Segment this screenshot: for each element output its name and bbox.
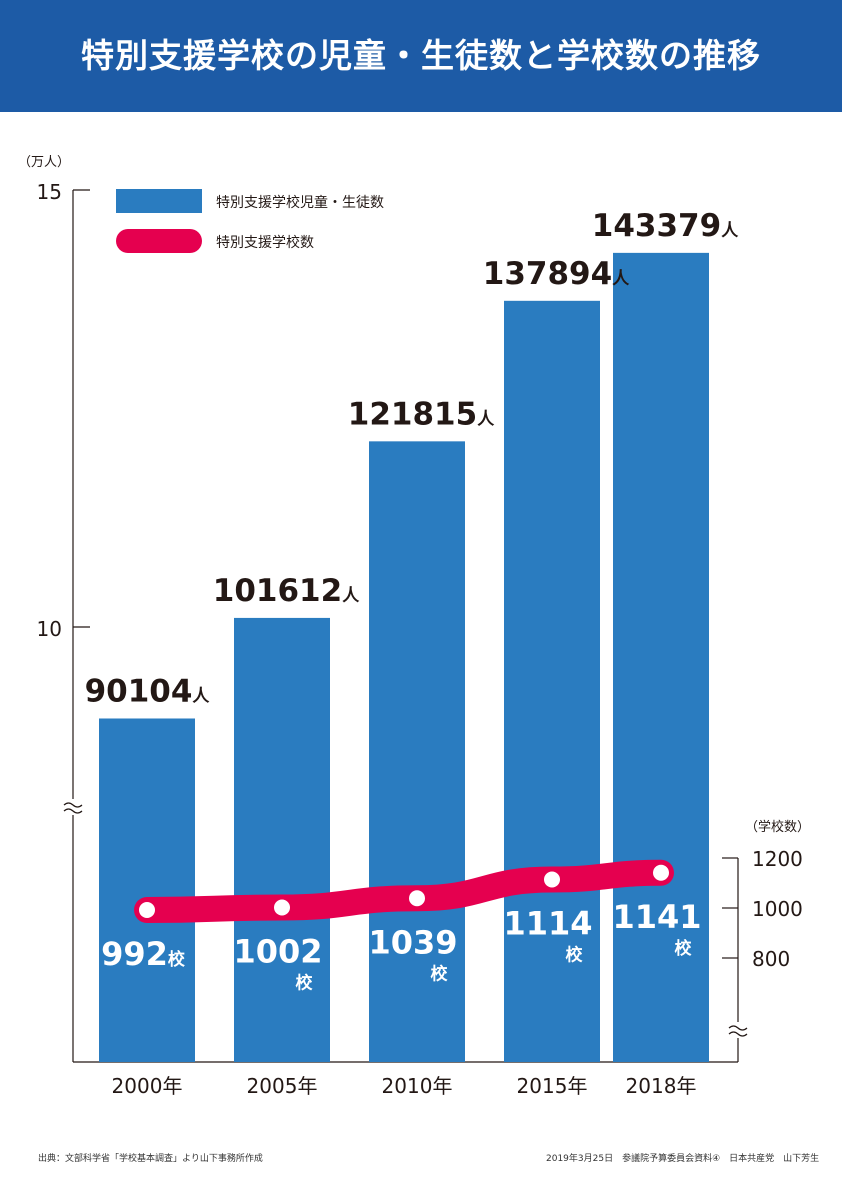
x-tick-label-4: 2018年 — [626, 1074, 697, 1098]
bar-4 — [613, 252, 709, 1062]
legend-bar-label: 特別支援学校児童・生徒数 — [216, 194, 384, 211]
left-tick-label-10: 10 — [37, 617, 62, 641]
right-tick-label-1000: 1000 — [752, 897, 803, 921]
bar-value-label-3: 137894人 — [483, 256, 630, 292]
x-tick-label-1: 2005年 — [247, 1074, 318, 1098]
title-bar: 特別支援学校の児童・生徒数と学校数の推移 — [0, 0, 842, 112]
right-axis-break — [728, 1022, 748, 1038]
legend: 特別支援学校児童・生徒数 特別支援学校数 — [116, 189, 384, 253]
school-value-label-2: 1039 — [368, 923, 457, 961]
legend-line-label: 特別支援学校数 — [216, 234, 314, 251]
right-tick-label-800: 800 — [752, 947, 790, 971]
bar-value-label-2: 121815人 — [348, 396, 495, 432]
school-unit-label-3: 校 — [566, 945, 584, 966]
left-axis-break — [63, 799, 83, 815]
line-point-2 — [409, 890, 425, 907]
school-line — [134, 859, 674, 923]
school-value-label-3: 1114 — [503, 905, 592, 943]
left-axis-unit: （万人） — [18, 155, 70, 170]
bar-value-label-1: 101612人 — [213, 573, 360, 609]
line-point-3 — [544, 871, 560, 888]
left-tick-label-15: 15 — [37, 180, 62, 204]
bar-2 — [369, 441, 465, 1062]
document-credit: 2019年3月25日 参議院予算委員会資料④ 日本共産党 山下芳生 — [546, 1154, 820, 1164]
bar-1 — [234, 617, 330, 1062]
data-labels: 90104人 2000年 101612人 2005年 121815人 2010年 13789… — [85, 208, 740, 1098]
line-point-4 — [653, 864, 669, 881]
legend-bar-swatch — [116, 189, 202, 213]
x-tick-label-0: 2000年 — [112, 1074, 183, 1098]
legend-line-swatch — [116, 229, 202, 253]
bars — [99, 252, 709, 1063]
school-unit-label-1: 校 — [296, 973, 314, 994]
school-value-label-0: 992校 — [101, 935, 186, 973]
line-point-1 — [274, 899, 290, 916]
source-note: 出典：文部科学省「学校基本調査」より山下事務所作成 — [38, 1154, 263, 1164]
x-tick-label-3: 2015年 — [517, 1074, 588, 1098]
line-point-0 — [139, 902, 155, 918]
right-axis-unit: （学校数） — [745, 819, 810, 835]
bar-value-label-4: 143379人 — [592, 208, 739, 244]
bar-0 — [99, 718, 195, 1062]
x-tick-label-2: 2010年 — [382, 1074, 453, 1098]
school-unit-label-4: 校 — [675, 938, 693, 959]
bar-value-label-0: 90104人 — [85, 673, 211, 709]
school-value-label-1: 1002 — [233, 933, 322, 971]
school-unit-label-2: 校 — [431, 963, 449, 984]
right-tick-label-1200: 1200 — [752, 847, 803, 871]
page-title: 特別支援学校の児童・生徒数と学校数の推移 — [81, 36, 761, 75]
school-value-label-4: 1141 — [612, 898, 701, 936]
bar-3 — [504, 300, 600, 1063]
